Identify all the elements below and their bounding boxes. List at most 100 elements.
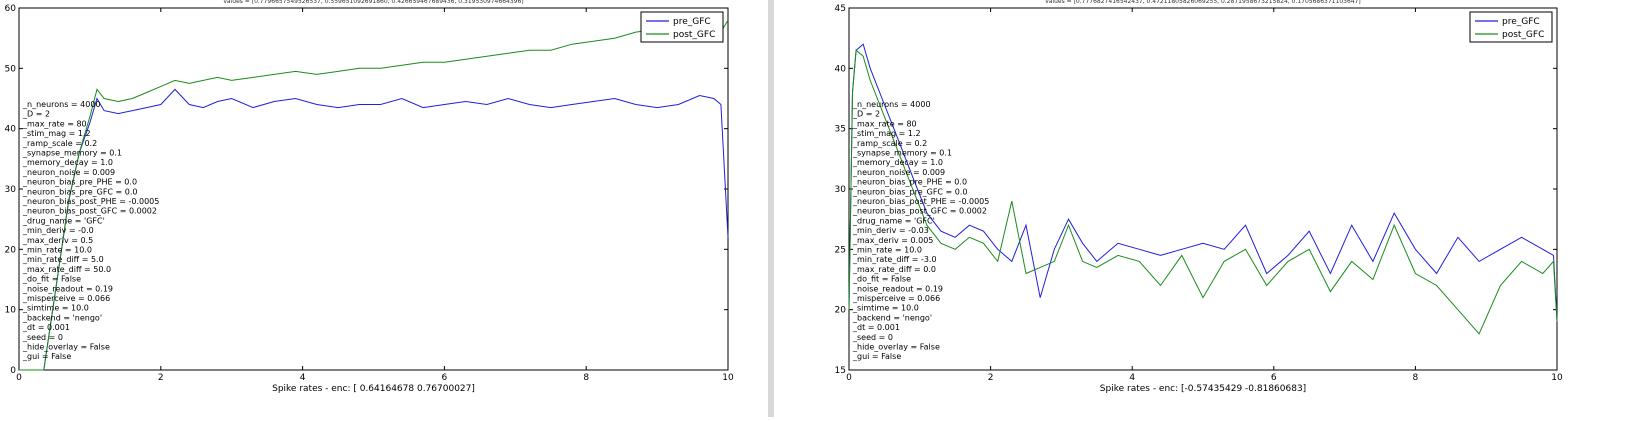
param-line: _drug_name = 'GFC' <box>22 216 105 225</box>
y-tick-label: 10 <box>5 306 17 316</box>
param-line: _max_deriv = 0.5 <box>22 236 93 245</box>
param-line: _drug_name = 'GFC' <box>852 216 935 225</box>
legend: pre_GFC post_GFC <box>1469 11 1553 43</box>
legend-label: post_GFC <box>1502 30 1544 40</box>
param-line: _simtime = 10.0 <box>22 304 89 313</box>
param-line: _stim_mag = 1.2 <box>852 129 921 138</box>
x-tick-label: 2 <box>158 373 164 383</box>
param-line: _do_fit = False <box>22 275 81 284</box>
param-line: _neuron_bias_post_GFC = 0.0002 <box>852 207 987 216</box>
param-line: _max_rate = 80 <box>22 119 87 128</box>
param-line: _synapse_memory = 0.1 <box>852 149 952 158</box>
window-divider <box>768 0 774 417</box>
param-line: _neuron_bias_pre_GFC = 0.0 <box>852 187 968 196</box>
param-line: _neuron_bias_post_PHE = -0.0005 <box>22 197 159 206</box>
param-line: _max_deriv = 0.005 <box>852 236 933 245</box>
y-tick-label: 40 <box>5 125 17 135</box>
param-line: _misperceive = 0.066 <box>22 294 110 303</box>
y-tick-label: 40 <box>835 64 847 74</box>
param-line: _min_rate_diff = -3.0 <box>852 255 937 264</box>
legend-label: pre_GFC <box>1502 17 1540 27</box>
param-line: _memory_decay = 1.0 <box>22 158 113 167</box>
param-line: _neuron_bias_pre_PHE = 0.0 <box>22 178 137 187</box>
y-tick-label: 30 <box>5 185 17 195</box>
plot-frame <box>848 7 1558 371</box>
param-line: _D = 2 <box>852 110 880 119</box>
param-line: _neuron_bias_pre_GFC = 0.0 <box>22 187 138 196</box>
legend-label: pre_GFC <box>673 17 711 27</box>
y-tick-label: 35 <box>835 125 846 135</box>
param-line: _neuron_bias_pre_PHE = 0.0 <box>852 178 967 187</box>
y-tick-label: 45 <box>835 4 846 14</box>
param-line: _min_rate_diff = 5.0 <box>22 255 104 264</box>
x-tick-label: 8 <box>1413 373 1419 383</box>
x-tick-label: 10 <box>1551 373 1563 383</box>
top-values-text: values = [0.7796657549526537, 0.55965109… <box>223 0 523 5</box>
param-line: _synapse_memory = 0.1 <box>22 149 122 158</box>
param-line: _n_neurons = 4000 <box>22 100 101 109</box>
param-line: _max_rate_diff = 0.0 <box>852 265 936 274</box>
param-line: _seed = 0 <box>852 333 893 342</box>
x-axis-label: Spike rates - enc: [ 0.64164678 0.767000… <box>272 384 475 394</box>
y-tick-label: 60 <box>5 4 17 14</box>
legend-label: post_GFC <box>673 30 715 40</box>
param-line: _memory_decay = 1.0 <box>852 158 943 167</box>
y-tick-label: 25 <box>835 245 846 255</box>
param-line: _hide_overlay = False <box>22 343 110 352</box>
param-line: _backend = 'nengo' <box>852 313 932 322</box>
param-line: _dt = 0.001 <box>852 323 900 332</box>
param-line: _stim_mag = 1.2 <box>22 129 91 138</box>
x-tick-label: 10 <box>722 373 734 383</box>
x-tick-label: 6 <box>442 373 448 383</box>
series-line-pre_GFC <box>19 88 729 371</box>
x-tick-label: 6 <box>1271 373 1277 383</box>
param-line: _hide_overlay = False <box>852 343 940 352</box>
chart-left: values = [0.7796657549526537, 0.55965109… <box>5 0 734 394</box>
param-line: _seed = 0 <box>22 333 63 342</box>
y-tick-label: 15 <box>835 366 846 376</box>
param-line: _max_rate = 80 <box>852 119 917 128</box>
y-tick-label: 0 <box>10 366 16 376</box>
x-tick-label: 0 <box>16 373 22 383</box>
param-line: _gui = False <box>852 352 901 361</box>
param-line: _noise_readout = 0.19 <box>852 284 943 293</box>
param-line: _simtime = 10.0 <box>852 304 919 313</box>
param-line: _min_deriv = -0.03 <box>852 226 929 235</box>
x-axis-label: Spike rates - enc: [-0.57435429 -0.81860… <box>1100 384 1306 394</box>
param-line: _noise_readout = 0.19 <box>22 284 113 293</box>
param-line: _neuron_noise = 0.009 <box>852 168 945 177</box>
chart-panel-right: values = [0.7776827416542437, 0.47211805… <box>774 0 1644 417</box>
param-line: _min_rate = 10.0 <box>22 246 92 255</box>
chart-panel-left: values = [0.7796657549526537, 0.55965109… <box>0 0 768 417</box>
x-tick-label: 4 <box>1129 373 1135 383</box>
param-line: _n_neurons = 4000 <box>852 100 931 109</box>
param-line: _misperceive = 0.066 <box>852 294 940 303</box>
legend: pre_GFC post_GFC <box>640 11 724 43</box>
param-line: _dt = 0.001 <box>22 323 70 332</box>
chart-right: values = [0.7776827416542437, 0.47211805… <box>835 0 1563 394</box>
y-tick-label: 30 <box>835 185 847 195</box>
series-line-post_GFC <box>19 19 729 371</box>
y-tick-label: 50 <box>5 64 17 74</box>
y-tick-label: 20 <box>835 306 847 316</box>
param-line: _max_rate_diff = 50.0 <box>22 265 111 274</box>
param-line: _neuron_bias_post_GFC = 0.0002 <box>22 207 157 216</box>
series-line-pre_GFC <box>848 43 1558 322</box>
param-line: _min_rate = 10.0 <box>852 246 922 255</box>
x-tick-label: 8 <box>583 373 589 383</box>
param-line: _ramp_scale = 0.2 <box>22 139 97 148</box>
param-line: _neuron_noise = 0.009 <box>22 168 115 177</box>
legend-box <box>640 11 724 43</box>
legend-box <box>1469 11 1553 43</box>
top-values-text: values = [0.7776827416542437, 0.47211805… <box>1045 0 1361 5</box>
param-line: _D = 2 <box>22 110 50 119</box>
param-line: _min_deriv = -0.0 <box>22 226 94 235</box>
x-tick-label: 0 <box>846 373 852 383</box>
param-line: _gui = False <box>22 352 71 361</box>
param-line: _neuron_bias_post_PHE = -0.0005 <box>852 197 989 206</box>
series-line-post_GFC <box>848 49 1558 335</box>
x-tick-label: 4 <box>300 373 306 383</box>
y-tick-label: 20 <box>5 245 17 255</box>
param-line: _backend = 'nengo' <box>22 313 102 322</box>
param-line: _do_fit = False <box>852 275 911 284</box>
